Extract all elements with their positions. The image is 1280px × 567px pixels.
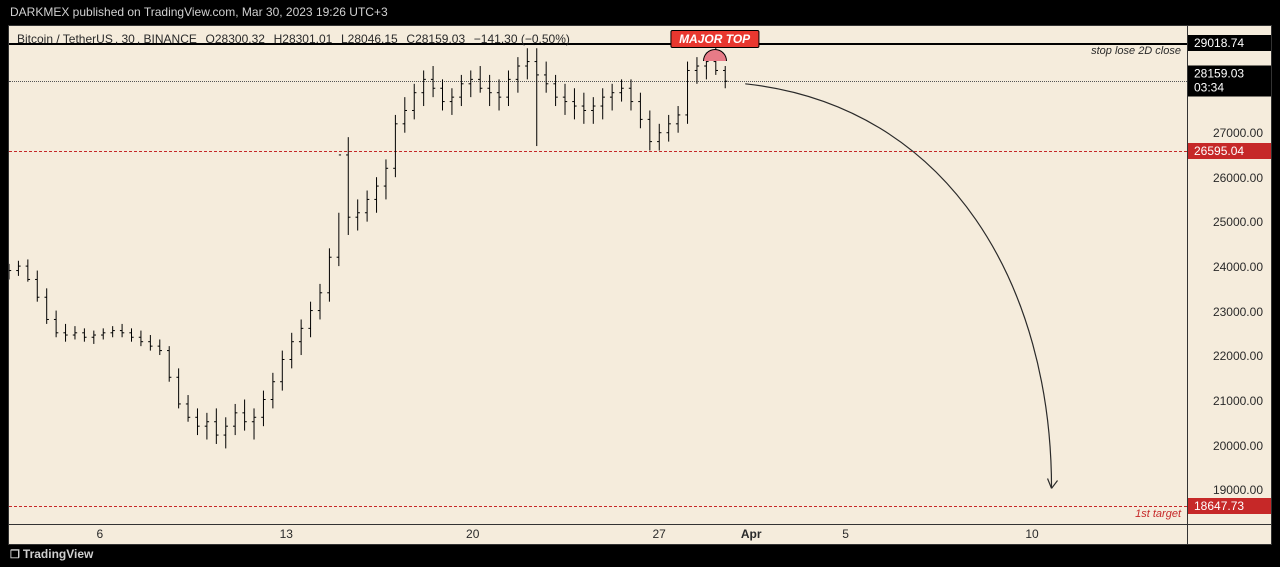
mid-badge: 26595.04 (1188, 143, 1271, 159)
symbol-interval: 30 (122, 32, 135, 46)
chart-pane[interactable]: Bitcoin / TetherUS, 30, BINANCE O28300.3… (8, 25, 1188, 525)
price-tick: 21000.00 (1213, 394, 1263, 408)
tradingview-logo: TradingView (10, 547, 93, 561)
ohlc-c: C28159.03 (406, 32, 465, 46)
ohlc-h: H28301.01 (274, 32, 333, 46)
symbol-pair: Bitcoin / TetherUS (17, 32, 113, 46)
target-line (9, 506, 1187, 507)
major-top-arc-icon (703, 49, 727, 61)
target-annot: 1st target (1135, 508, 1181, 520)
stop-loss-annot: stop lose 2D close (1091, 45, 1181, 57)
symbol-info: Bitcoin / TetherUS, 30, BINANCE O28300.3… (17, 32, 572, 46)
price-bars (9, 26, 1187, 524)
time-tick: 27 (652, 527, 665, 541)
time-tick: 20 (466, 527, 479, 541)
price-tick: 19000.00 (1213, 483, 1263, 497)
projection-arrow (9, 26, 1187, 524)
price-tick: 25000.00 (1213, 215, 1263, 229)
price-tick: 26000.00 (1213, 171, 1263, 185)
ohlc-change: −141.30 (−0.50%) (474, 32, 570, 46)
resistance-badge: 29018.74 (1188, 35, 1271, 51)
price-tick: 23000.00 (1213, 305, 1263, 319)
current-price-badge: 28159.0303:34 (1188, 66, 1271, 97)
price-tick: 24000.00 (1213, 260, 1263, 274)
time-tick: 6 (97, 527, 104, 541)
symbol-exchange: BINANCE (144, 32, 197, 46)
price-tick: 27000.00 (1213, 126, 1263, 140)
mid-line (9, 151, 1187, 152)
target-badge: 18647.73 (1188, 498, 1271, 514)
current-price-line (9, 81, 1187, 82)
time-tick: 5 (842, 527, 849, 541)
time-tick: Apr (741, 527, 762, 541)
axis-corner (1188, 525, 1272, 545)
ohlc-o: O28300.32 (206, 32, 265, 46)
price-tick: 22000.00 (1213, 349, 1263, 363)
price-axis[interactable]: USDT 19000.0020000.0021000.0022000.00230… (1188, 25, 1272, 525)
price-tick: 20000.00 (1213, 439, 1263, 453)
publish-header: DARKMEX published on TradingView.com, Ma… (0, 0, 1280, 25)
publish-text: DARKMEX published on TradingView.com, Ma… (10, 5, 388, 19)
major-top-label: MAJOR TOP (670, 30, 759, 48)
ohlc-l: L28046.15 (341, 32, 398, 46)
time-axis[interactable]: 6 13 20 27 Apr 5 10 (8, 525, 1188, 545)
time-tick: 13 (280, 527, 293, 541)
time-tick: 10 (1025, 527, 1038, 541)
